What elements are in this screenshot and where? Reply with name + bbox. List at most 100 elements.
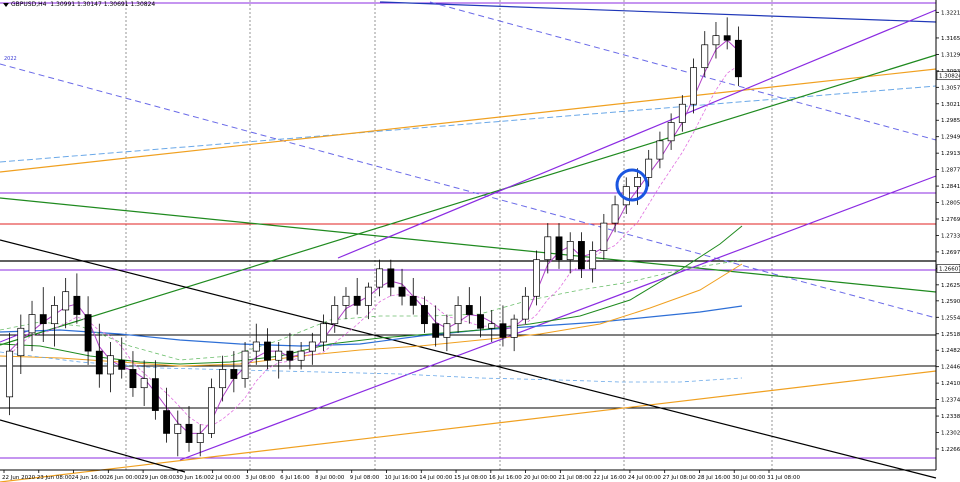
green-trendline-up [0, 54, 937, 346]
candle-body [690, 67, 697, 105]
x-tick-label: 8 Jul 00:00 [315, 475, 345, 481]
candle-body [62, 291, 70, 311]
candle-body [622, 186, 630, 206]
candle-body [465, 305, 473, 315]
ma-pink [9, 65, 739, 427]
y-tick-label: 1.24820 [941, 348, 960, 354]
candle-body [589, 250, 597, 270]
price-axis: 1.322101.316501.312901.309301.305701.302… [936, 10, 960, 453]
candlesticks [6, 17, 742, 457]
candle-body [432, 323, 440, 338]
ohlc-label: 1.30991 1.30147 1.30691 1.30824 [50, 1, 156, 8]
candle-body [230, 369, 238, 379]
candle-body [163, 410, 171, 434]
candle-body [118, 359, 126, 370]
candle-body [185, 423, 193, 443]
x-tick-label: 10 Jul 16:00 [385, 475, 418, 481]
candle-body [17, 327, 25, 357]
ma-blue [0, 305, 743, 347]
candle-body [409, 295, 417, 306]
candle-body [645, 158, 653, 178]
black-trendline-upper [0, 239, 937, 479]
ma-purple [9, 39, 739, 434]
candle-body [443, 323, 451, 338]
x-tick-label: 31 Jul 08:00 [767, 475, 800, 481]
x-tick-label: 9 Jul 08:00 [350, 475, 380, 481]
candle-body [6, 350, 14, 398]
x-tick-label: 30 Jul 00:00 [732, 475, 765, 481]
y-tick-label: 1.31290 [941, 52, 960, 58]
candle-body [320, 323, 327, 343]
candle-body [286, 350, 294, 361]
candle-body [151, 378, 159, 411]
y-tick-label: 1.22660 [941, 447, 960, 453]
y-tick-label: 1.26250 [941, 283, 960, 289]
chart-header: GBPUSD,H4 1.30991 1.30147 1.30691 1.3082… [3, 1, 155, 8]
x-tick-label: 27 Jul 08:00 [663, 475, 696, 481]
candle-body [421, 305, 428, 325]
price-tags: 1.30824 1.26607 [936, 71, 960, 273]
candle-body [656, 140, 664, 160]
candle-body [477, 314, 484, 329]
candle-body [712, 35, 720, 46]
x-tick-label: 23 Jun 08:00 [37, 475, 72, 481]
x-tick-label: 14 Jul 00:00 [419, 475, 452, 481]
candle-body [521, 295, 529, 320]
orange-trendline-upper [0, 68, 937, 173]
y-tick-label: 1.29130 [941, 151, 960, 157]
candle-body [634, 177, 641, 187]
y-tick-label: 1.25180 [941, 332, 960, 338]
y-tick-label: 1.29490 [941, 135, 960, 141]
x-tick-label: 6 Jul 16:00 [280, 475, 310, 481]
y-tick-label: 1.28770 [941, 168, 960, 174]
candle-body [196, 433, 204, 443]
x-tick-label: 3 Jul 08:00 [245, 475, 275, 481]
y-tick-label: 1.27330 [941, 233, 960, 239]
candle-body [566, 241, 574, 261]
candle-body [331, 305, 339, 325]
x-tick-label: 26 Jun 00:00 [106, 475, 141, 481]
candle-body [84, 314, 92, 352]
annotation-2022: 2022 [4, 56, 17, 62]
ma-orange [0, 263, 743, 367]
y-tick-label: 1.28050 [941, 201, 960, 207]
candle-body [533, 259, 541, 297]
x-tick-label: 16 Jul 16:00 [489, 475, 522, 481]
x-tick-label: 29 Jun 08:00 [141, 475, 176, 481]
candle-body [600, 222, 608, 251]
candle-body [723, 35, 731, 41]
x-tick-label: 15 Jul 08:00 [454, 475, 487, 481]
purple-diag-left [0, 329, 31, 343]
y-tick-label: 1.30570 [941, 85, 960, 91]
y-tick-label: 1.23380 [941, 414, 960, 420]
candle-body [577, 241, 585, 270]
candle-body [308, 341, 316, 352]
y-tick-label: 1.31650 [941, 36, 960, 42]
x-tick-label: 24 Jun 16:00 [72, 475, 107, 481]
highlight-circle [615, 168, 649, 202]
candle-body [107, 355, 114, 375]
candle-body [454, 305, 462, 325]
candle-body [667, 122, 675, 142]
candle-body [488, 323, 496, 329]
y-tick-label: 1.27690 [941, 217, 960, 223]
time-axis: 22 Jun 2020 23 Jun 08:00 24 Jun 16:00 26 Ju… [2, 470, 800, 481]
candle-body [275, 350, 283, 361]
candle-body [252, 341, 260, 352]
green-trendline-down [0, 197, 937, 293]
candle-body [376, 268, 384, 288]
symbol-label: GBPUSD,H4 [11, 1, 47, 8]
candle-body [73, 295, 81, 315]
candle-body [701, 44, 709, 69]
y-tick-label: 1.30210 [941, 102, 960, 108]
candle-body [678, 103, 686, 123]
dropdown-triangle-icon[interactable] [3, 2, 9, 7]
x-tick-label: 22 Jun 2020 [2, 475, 36, 481]
candle-body [544, 236, 552, 261]
orange-trendline-lower [0, 370, 937, 482]
candle-body [207, 387, 215, 434]
y-tick-label: 1.32210 [941, 10, 960, 16]
y-tick-label: 1.24100 [941, 381, 960, 387]
